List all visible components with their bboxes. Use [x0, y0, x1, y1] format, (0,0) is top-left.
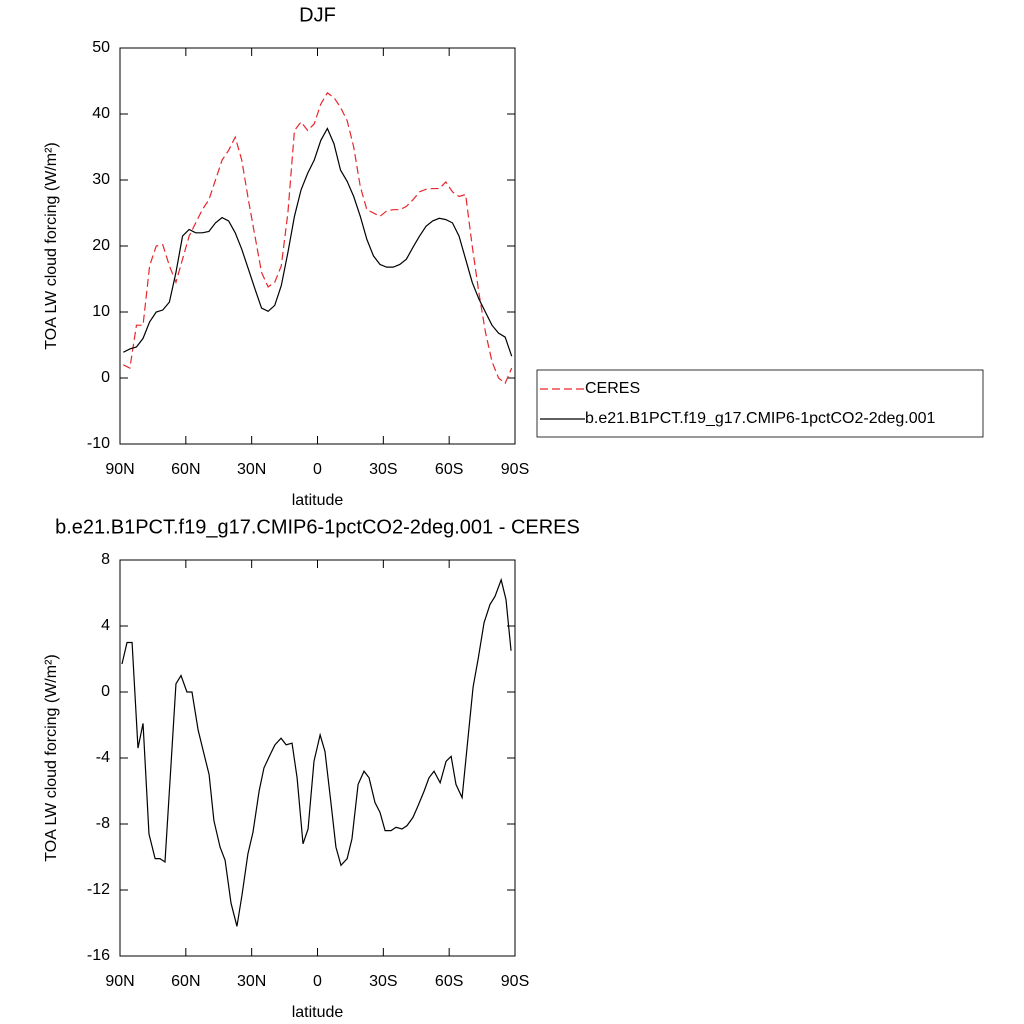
x-tick-label: 30S [369, 973, 397, 990]
legend-box [536, 369, 984, 438]
y-tick-label: -8 [96, 815, 110, 832]
y-tick-label: -16 [87, 947, 110, 964]
x-tick-label: 30N [237, 973, 266, 990]
x-axis-label: latitude [292, 492, 344, 509]
y-tick-label: 4 [101, 617, 110, 634]
x-tick-label: 60S [435, 461, 463, 478]
x-tick-label: 60N [171, 461, 200, 478]
plot-frame [119, 559, 516, 957]
data-line [123, 92, 513, 385]
data-line [121, 577, 512, 927]
y-tick-label: 20 [92, 237, 110, 254]
x-tick-label: 0 [313, 973, 322, 990]
x-tick-label: 90N [105, 973, 134, 990]
y-tick-label: 40 [92, 105, 110, 122]
x-tick-label: 0 [313, 461, 322, 478]
data-line [123, 127, 513, 357]
chart-title: b.e21.B1PCT.f19_g17.CMIP6-1pctCO2-2deg.0… [55, 516, 580, 538]
x-tick-label: 90N [105, 461, 134, 478]
y-axis-label: TOA LW cloud forcing (W/m²) [43, 142, 60, 349]
x-tick-label: 30N [237, 461, 266, 478]
x-tick-label: 30S [369, 461, 397, 478]
chart-title: DJF [299, 4, 336, 26]
plot-frame [119, 47, 516, 445]
y-tick-label: -12 [87, 881, 110, 898]
x-tick-label: 90S [501, 973, 529, 990]
y-tick-label: 50 [92, 39, 110, 56]
y-tick-label: -4 [96, 749, 110, 766]
y-tick-label: 8 [101, 551, 110, 568]
x-tick-label: 60S [435, 973, 463, 990]
x-axis-label: latitude [292, 1004, 344, 1021]
y-axis-label: TOA LW cloud forcing (W/m²) [43, 654, 60, 861]
y-tick-label: 30 [92, 171, 110, 188]
y-tick-label: 0 [101, 683, 110, 700]
y-tick-label: -10 [87, 435, 110, 452]
x-tick-label: 60N [171, 973, 200, 990]
legend-label: b.e21.B1PCT.f19_g17.CMIP6-1pctCO2-2deg.0… [585, 410, 936, 427]
y-tick-label: 10 [92, 303, 110, 320]
x-tick-label: 90S [501, 461, 529, 478]
y-tick-label: 0 [101, 369, 110, 386]
legend-label: CERES [585, 380, 640, 397]
